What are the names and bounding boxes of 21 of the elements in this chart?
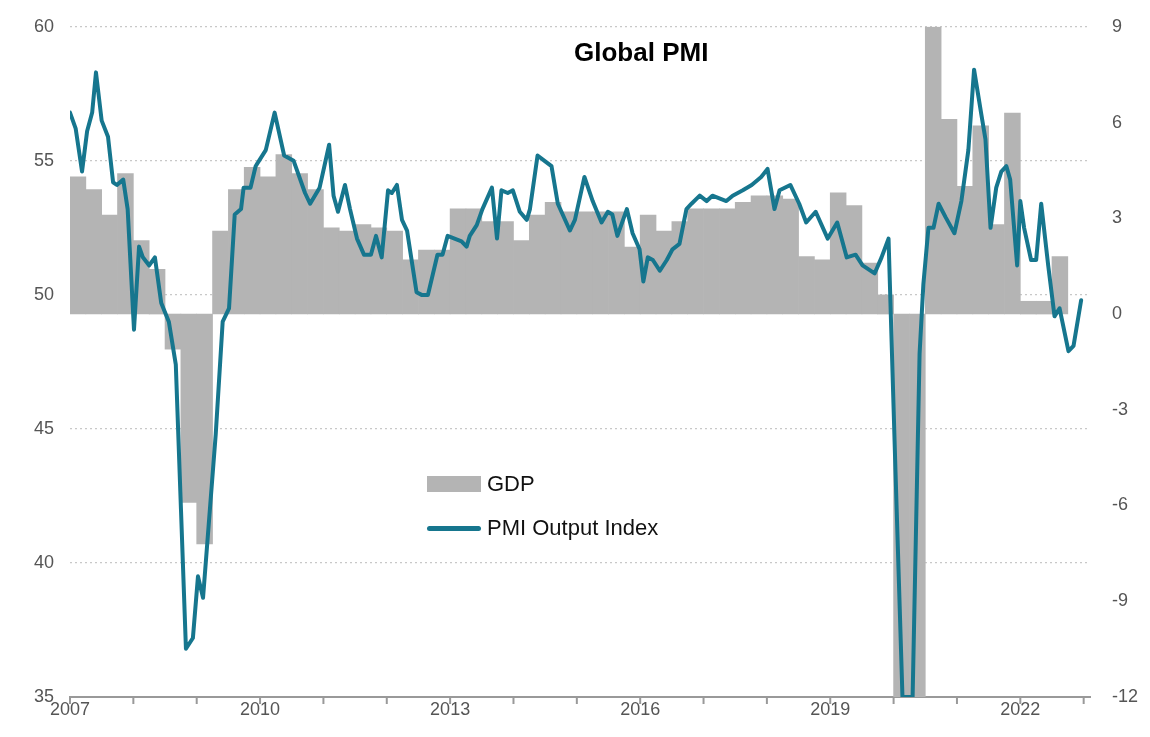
- x-tick-label: 2016: [620, 698, 661, 719]
- y-tick-label: 50: [33, 283, 54, 304]
- y2-tick-label: 3: [1112, 207, 1123, 228]
- y-tick-label: 45: [33, 417, 54, 438]
- y2-tick-label: -9: [1112, 590, 1129, 611]
- x-tick-label: 2022: [1000, 698, 1041, 719]
- chart-title: Global PMI: [574, 36, 709, 67]
- y-tick-label: 40: [33, 551, 54, 572]
- y-tick-label: 55: [33, 149, 54, 170]
- y2-tick-label: -6: [1112, 494, 1129, 515]
- y2-tick-label: 6: [1112, 111, 1123, 132]
- y2-tick-label: 9: [1112, 15, 1123, 36]
- y2-tick-label: -3: [1112, 398, 1129, 419]
- y2-tick-label: 0: [1112, 303, 1123, 323]
- x-tick-label: 2013: [430, 698, 471, 719]
- legend-label: GDP: [487, 471, 535, 498]
- x-tick-label: 2019: [810, 698, 851, 719]
- x-tick-label: 2010: [240, 698, 281, 719]
- y-tick-label: 60: [33, 15, 54, 36]
- y2-tick-label: -12: [1112, 685, 1139, 706]
- legend-label: PMI Output Index: [487, 515, 659, 542]
